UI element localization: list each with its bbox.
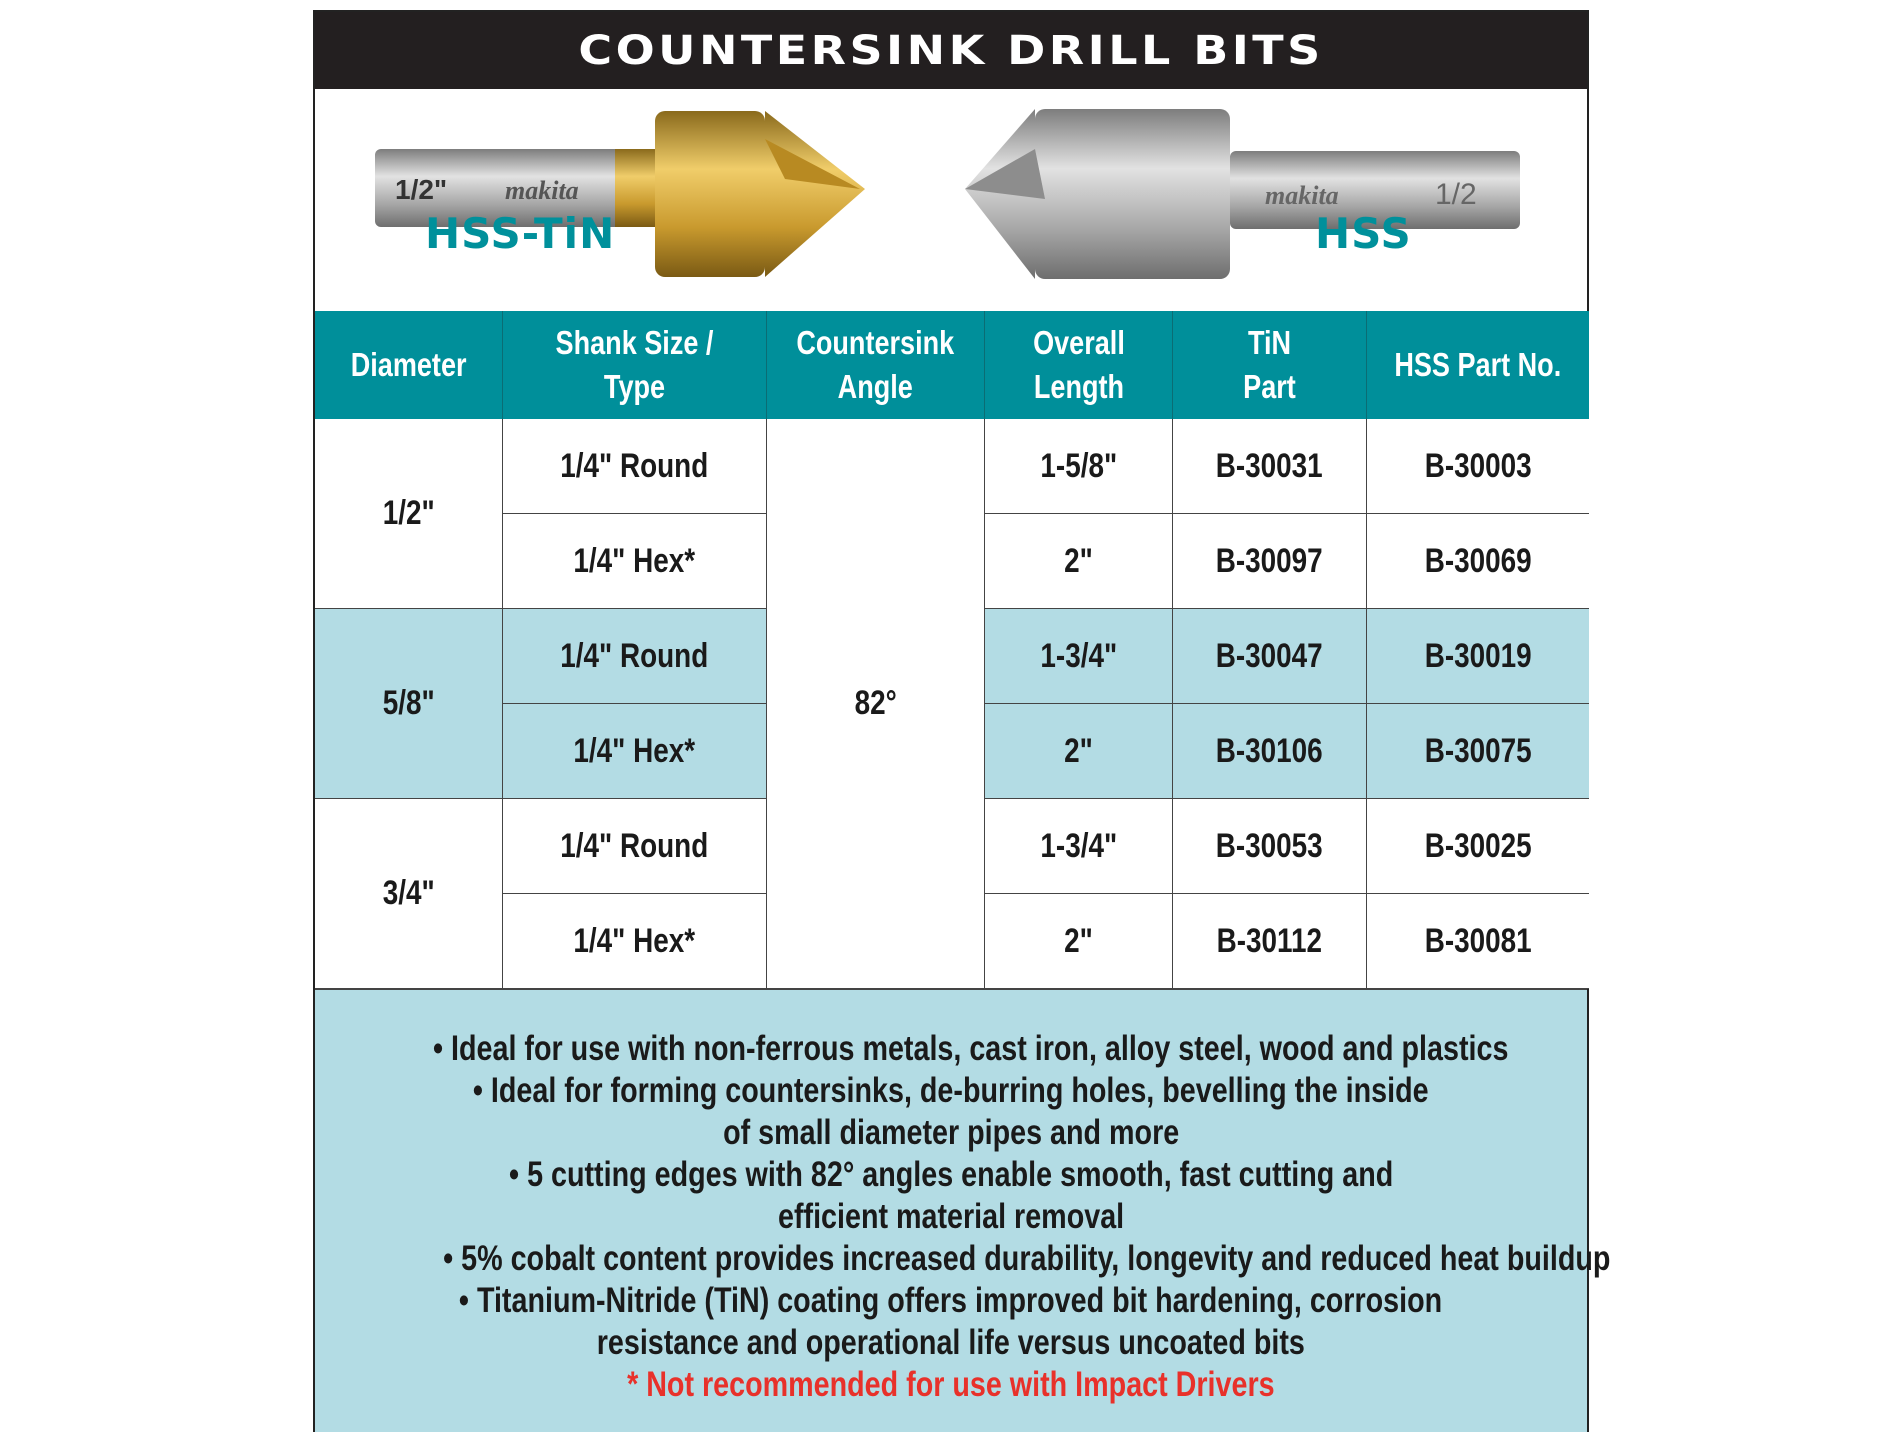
shank-cell: 1/4" Hex* xyxy=(503,704,767,799)
note-line: • Titanium-Nitride (TiN) coating offers … xyxy=(459,1281,1443,1320)
header-hss-part: HSS Part No. xyxy=(1367,311,1589,419)
hss-label: HSS xyxy=(1315,209,1412,258)
note-line: resistance and operational life versus u… xyxy=(596,1323,1306,1362)
header-length: Overall Length xyxy=(985,311,1173,419)
hss-part-cell: B-30025 xyxy=(1367,799,1589,894)
hss-tin-part-cell: B-30047 xyxy=(1173,609,1367,704)
spec-sheet: COUNTERSINK DRILL BITS 1/2" makita xyxy=(313,10,1611,1432)
page-title: COUNTERSINK DRILL BITS xyxy=(578,27,1324,74)
hss-tin-bit-image: 1/2" makita xyxy=(375,111,865,277)
length-cell: 1-3/4" xyxy=(985,609,1173,704)
hss-tin-part-cell: B-30112 xyxy=(1173,894,1367,989)
makita-logo: makita xyxy=(1265,181,1339,210)
shank-cell: 1/4" Hex* xyxy=(503,514,767,609)
shank-marking: 1/2 xyxy=(1435,178,1477,211)
hss-tin-part-cell: B-30106 xyxy=(1173,704,1367,799)
hss-part-cell: B-30069 xyxy=(1367,514,1589,609)
shank-cell: 1/4" Hex* xyxy=(503,894,767,989)
product-images: 1/2" makita makita 1/2 HSS-TiN HSS xyxy=(315,89,1587,311)
hss-tin-label: HSS-TiN xyxy=(425,209,616,258)
length-cell: 2" xyxy=(985,894,1173,989)
note-line: • Ideal for forming countersinks, de-bur… xyxy=(473,1071,1429,1110)
hss-bit-image: makita 1/2 xyxy=(965,109,1520,279)
header-shank: Shank Size / Type xyxy=(503,311,767,419)
hss-part-cell: B-30019 xyxy=(1367,609,1589,704)
shank-cell: 1/4" Round xyxy=(503,799,767,894)
note-line: • 5% cobalt content provides increased d… xyxy=(443,1239,1611,1278)
length-cell: 1-3/4" xyxy=(985,799,1173,894)
diameter-cell: 5/8" xyxy=(315,609,503,799)
header-diameter: Diameter xyxy=(315,311,503,419)
hss-part-cell: B-30003 xyxy=(1367,419,1589,514)
impact-driver-warning: * Not recommended for use with Impact Dr… xyxy=(627,1365,1275,1404)
angle-cell: 82° xyxy=(767,419,985,989)
title-bar: COUNTERSINK DRILL BITS xyxy=(315,12,1587,89)
note-line: • 5 cutting edges with 82° angles enable… xyxy=(508,1155,1394,1194)
hss-part-cell: B-30081 xyxy=(1367,894,1589,989)
length-cell: 1-5/8" xyxy=(985,419,1173,514)
note-line: of small diameter pipes and more xyxy=(722,1113,1180,1152)
shank-cell: 1/4" Round xyxy=(503,609,767,704)
diameter-cell: 3/4" xyxy=(315,799,503,989)
shank-cell: 1/4" Round xyxy=(503,419,767,514)
diameter-cell: 1/2" xyxy=(315,419,503,609)
features-notes: • Ideal for use with non-ferrous metals,… xyxy=(315,989,1611,1432)
hss-tin-part-cell: B-30053 xyxy=(1173,799,1367,894)
note-line: • Ideal for use with non-ferrous metals,… xyxy=(433,1029,1509,1068)
makita-logo: makita xyxy=(505,176,579,205)
hss-tin-part-cell: B-30031 xyxy=(1173,419,1367,514)
note-line: efficient material removal xyxy=(777,1197,1125,1236)
header-hss-tin-part: HSS-TiN Part No. xyxy=(1173,280,1367,449)
header-angle: Countersink Angle xyxy=(767,311,985,419)
hss-part-cell: B-30075 xyxy=(1367,704,1589,799)
spec-table: Diameter Shank Size / Type Countersink A… xyxy=(315,280,1589,989)
length-cell: 2" xyxy=(985,514,1173,609)
shank-marking: 1/2" xyxy=(395,174,447,205)
hss-tin-part-cell: B-30097 xyxy=(1173,514,1367,609)
drill-bit-images: 1/2" makita makita 1/2 xyxy=(375,109,1520,279)
length-cell: 2" xyxy=(985,704,1173,799)
